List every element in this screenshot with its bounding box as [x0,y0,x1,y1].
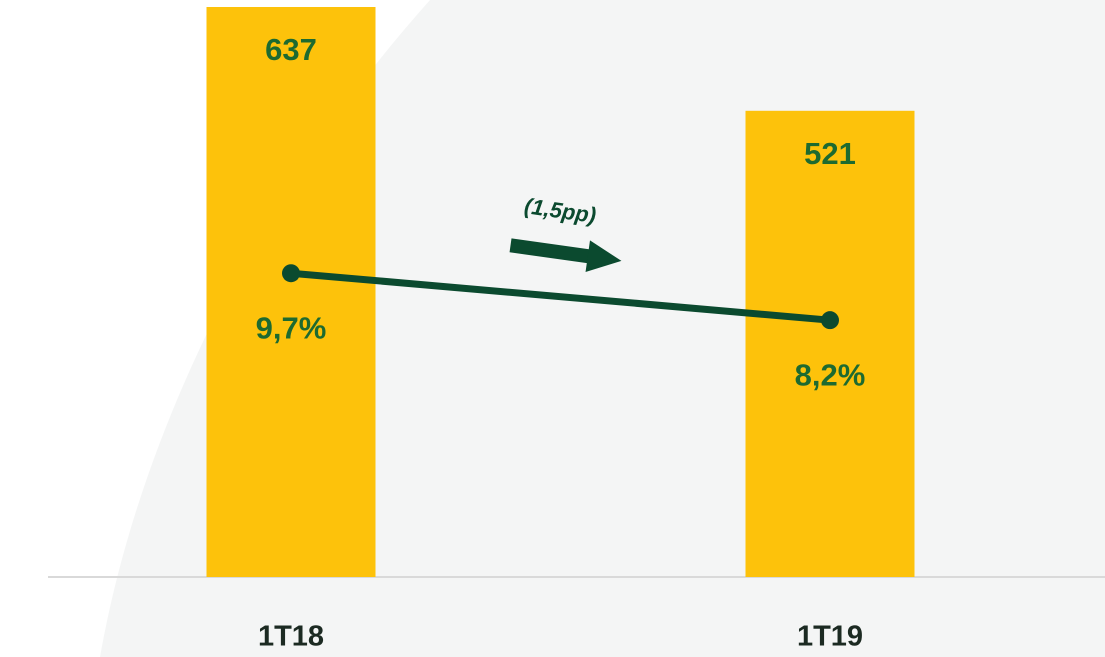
bar [206,7,376,577]
line-point [282,264,300,283]
line-point [821,311,839,330]
x-tick-label: 1T19 [797,621,863,653]
line [290,269,831,324]
bar-value-label: 637 [265,32,317,67]
line-value-label: 8,2% [795,357,866,392]
bar [745,110,915,577]
x-tick-label: 1T18 [258,621,324,653]
arrow-head [585,240,622,273]
arrow-shaft [509,238,591,264]
line-value-label: 9,7% [256,310,327,345]
arrow [509,238,622,273]
bar-value-label: 521 [804,136,856,171]
plot: 637 521 9,7% 8,2% [206,7,915,577]
